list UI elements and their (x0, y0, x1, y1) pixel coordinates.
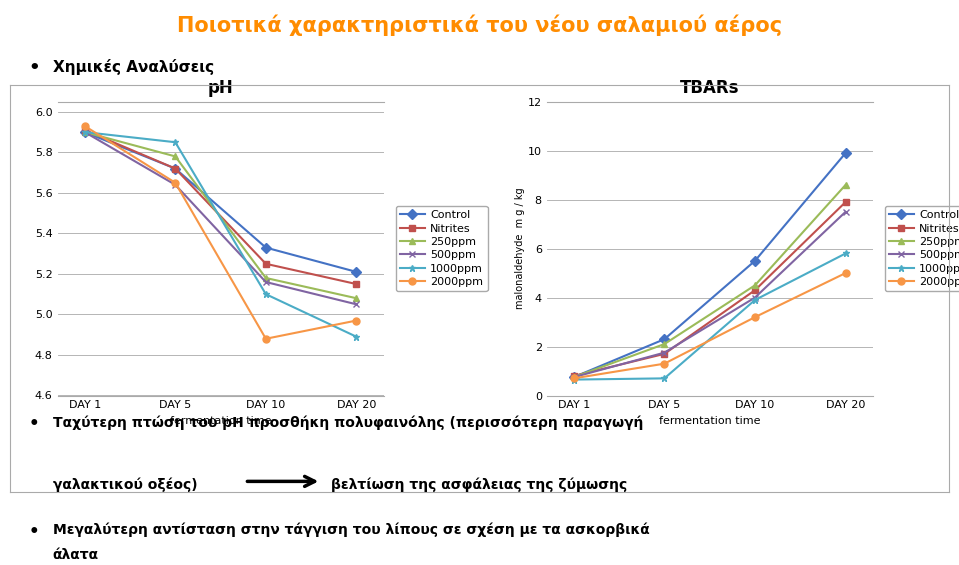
Line: 500ppm: 500ppm (571, 208, 849, 381)
Line: 1000ppm: 1000ppm (82, 129, 360, 340)
500ppm (568, 374, 579, 381)
Text: •: • (29, 415, 39, 433)
Line: 250ppm: 250ppm (82, 129, 360, 302)
250ppm (351, 295, 363, 302)
Control (840, 150, 852, 157)
Line: 250ppm: 250ppm (571, 181, 849, 381)
Nitrites (351, 281, 363, 288)
250ppm (840, 181, 852, 188)
1000ppm (749, 297, 760, 303)
500ppm (260, 279, 271, 285)
Nitrites (568, 372, 579, 379)
Line: Nitrites: Nitrites (571, 199, 849, 379)
1000ppm (260, 291, 271, 298)
Text: •: • (29, 523, 39, 541)
Control (568, 374, 579, 381)
Nitrites (840, 199, 852, 206)
Line: 2000ppm: 2000ppm (82, 123, 360, 342)
Text: βελτίωση της ασφάλειας της ζύμωσης: βελτίωση της ασφάλειας της ζύμωσης (331, 477, 627, 492)
250ppm (749, 282, 760, 289)
Control (170, 165, 181, 172)
250ppm (568, 374, 579, 381)
Line: 1000ppm: 1000ppm (571, 250, 849, 383)
Line: Control: Control (82, 129, 360, 275)
500ppm (659, 349, 670, 356)
Line: 500ppm: 500ppm (82, 129, 360, 308)
Text: Ποιοτικά χαρακτηριστικά του νέου σαλαμιού αέρος: Ποιοτικά χαρακτηριστικά του νέου σαλαμιο… (177, 14, 782, 36)
Control (260, 244, 271, 251)
1000ppm (79, 129, 90, 136)
Line: 2000ppm: 2000ppm (571, 270, 849, 382)
250ppm (79, 129, 90, 136)
Text: Χημικές Αναλύσεις: Χημικές Αναλύσεις (53, 59, 214, 75)
Nitrites (79, 127, 90, 133)
1000ppm (840, 250, 852, 257)
500ppm (840, 208, 852, 215)
500ppm (170, 181, 181, 188)
500ppm (79, 129, 90, 136)
X-axis label: fermentation time: fermentation time (170, 416, 271, 426)
250ppm (260, 275, 271, 281)
500ppm (749, 294, 760, 301)
Legend: Control, Nitrites, 250ppm, 500ppm, 1000ppm, 2000ppm: Control, Nitrites, 250ppm, 500ppm, 1000p… (396, 206, 487, 292)
Title: TBARs: TBARs (680, 79, 739, 97)
250ppm (659, 341, 670, 347)
2000ppm (749, 314, 760, 320)
Text: Ταχύτερη πτώση του pH προσθήκη πολυφαινόλης (περισσότερη παραγωγή: Ταχύτερη πτώση του pH προσθήκη πολυφαινό… (53, 415, 643, 430)
Legend: Control, Nitrites, 250ppm, 500ppm, 1000ppm, 2000ppm: Control, Nitrites, 250ppm, 500ppm, 1000p… (885, 206, 959, 292)
Text: Μεγαλύτερη αντίσταση στην τάγγιση του λίπους σε σχέση με τα ασκορβικά: Μεγαλύτερη αντίσταση στην τάγγιση του λί… (53, 523, 649, 537)
2000ppm (568, 375, 579, 382)
Line: Nitrites: Nitrites (82, 127, 360, 288)
2000ppm (260, 336, 271, 342)
Text: γαλακτικού οξέος): γαλακτικού οξέος) (53, 477, 198, 492)
1000ppm (170, 139, 181, 146)
2000ppm (79, 123, 90, 129)
Line: Control: Control (571, 150, 849, 381)
2000ppm (840, 270, 852, 276)
500ppm (351, 301, 363, 308)
Control (749, 258, 760, 264)
2000ppm (170, 179, 181, 186)
Control (351, 268, 363, 275)
Text: άλατα: άλατα (53, 548, 99, 562)
Nitrites (659, 350, 670, 357)
Nitrites (170, 165, 181, 172)
Text: •: • (29, 59, 40, 77)
2000ppm (351, 317, 363, 324)
1000ppm (351, 333, 363, 340)
Y-axis label: malonaldehyde  m g / kg: malonaldehyde m g / kg (515, 188, 525, 310)
Nitrites (749, 287, 760, 294)
1000ppm (659, 375, 670, 382)
250ppm (170, 153, 181, 160)
Control (659, 336, 670, 342)
Nitrites (260, 260, 271, 267)
Title: pH: pH (208, 79, 233, 97)
X-axis label: fermentation time: fermentation time (659, 416, 760, 426)
2000ppm (659, 360, 670, 367)
1000ppm (568, 376, 579, 383)
Control (79, 129, 90, 136)
